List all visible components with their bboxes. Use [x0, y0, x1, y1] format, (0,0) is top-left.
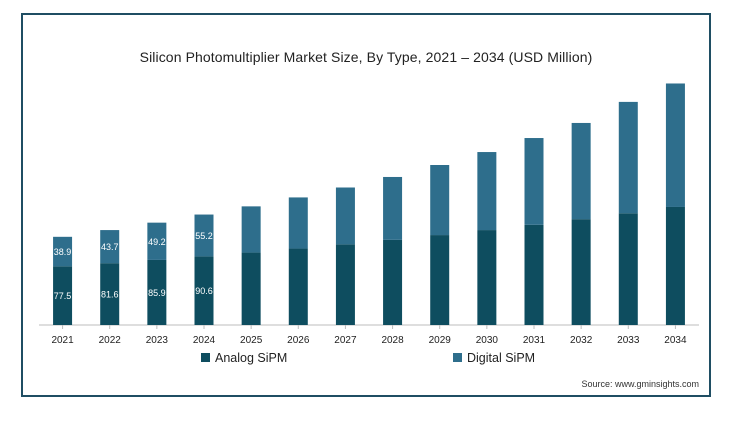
bar-analog-2023: [147, 259, 167, 325]
x-tick-label-2033: 2033: [617, 335, 640, 346]
bar-digital-2032: [571, 122, 591, 220]
x-tick-label-2025: 2025: [240, 335, 263, 346]
x-tick-label-2034: 2034: [664, 335, 687, 346]
bar-digital-2028: [383, 176, 403, 240]
data-label-digital-2022: 43.7: [101, 242, 119, 252]
legend-label-digital: Digital SiPM: [467, 351, 535, 365]
bar-digital-2029: [430, 165, 450, 236]
bar-analog-2021: [53, 266, 73, 325]
bar-digital-2033: [618, 101, 638, 214]
stacked-bar-chart: 77.5 38.9 2021 81.6 43.7 2022 85.9 49.2 2023 90.6…: [39, 83, 699, 365]
x-tick-label-2028: 2028: [381, 335, 404, 346]
bar-analog-2029: [430, 235, 450, 325]
data-label-analog-2023: 85.9: [148, 288, 166, 298]
x-tick-label-2031: 2031: [523, 335, 546, 346]
legend-label-analog: Analog SiPM: [215, 351, 287, 365]
source-note: Source: www.gminsights.com: [581, 379, 699, 389]
bar-analog-2022: [100, 263, 120, 325]
bar-analog-2026: [288, 248, 308, 325]
data-label-analog-2022: 81.6: [101, 290, 119, 300]
bar-analog-2024: [194, 256, 214, 325]
bar-digital-2022: [100, 230, 120, 264]
bar-analog-2025: [241, 252, 261, 325]
x-tick-label-2023: 2023: [146, 335, 169, 346]
bar-digital-2023: [147, 222, 167, 260]
data-label-analog-2024: 90.6: [195, 286, 213, 296]
bar-analog-2031: [524, 224, 544, 325]
x-tick-label-2024: 2024: [193, 335, 216, 346]
bar-analog-2027: [335, 244, 355, 325]
bar-digital-2026: [288, 197, 308, 249]
x-tick-label-2030: 2030: [476, 335, 499, 346]
data-label-digital-2021: 38.9: [54, 247, 72, 257]
bar-digital-2021: [53, 236, 73, 267]
bar-digital-2030: [477, 152, 497, 231]
bar-digital-2024: [194, 214, 214, 257]
bar-analog-2030: [477, 230, 497, 325]
x-tick-label-2029: 2029: [429, 335, 452, 346]
bar-digital-2034: [665, 83, 685, 207]
data-label-digital-2023: 49.2: [148, 237, 166, 247]
chart-frame: Silicon Photomultiplier Market Size, By …: [21, 13, 711, 397]
x-tick-label-2032: 2032: [570, 335, 593, 346]
x-tick-label-2022: 2022: [99, 335, 122, 346]
x-tick-label-2026: 2026: [287, 335, 310, 346]
bar-digital-2027: [335, 187, 355, 245]
bar-analog-2034: [665, 206, 685, 325]
legend-swatch-analog: [201, 353, 210, 362]
bar-analog-2028: [383, 239, 403, 325]
bar-digital-2031: [524, 138, 544, 225]
bar-analog-2032: [571, 219, 591, 325]
legend-swatch-digital: [453, 353, 462, 362]
data-label-analog-2021: 77.5: [54, 291, 72, 301]
x-tick-label-2027: 2027: [334, 335, 357, 346]
bar-digital-2025: [241, 206, 261, 253]
data-label-digital-2024: 55.2: [195, 231, 213, 241]
bar-analog-2033: [618, 213, 638, 325]
chart-title: Silicon Photomultiplier Market Size, By …: [139, 49, 593, 65]
x-tick-label-2021: 2021: [51, 335, 74, 346]
